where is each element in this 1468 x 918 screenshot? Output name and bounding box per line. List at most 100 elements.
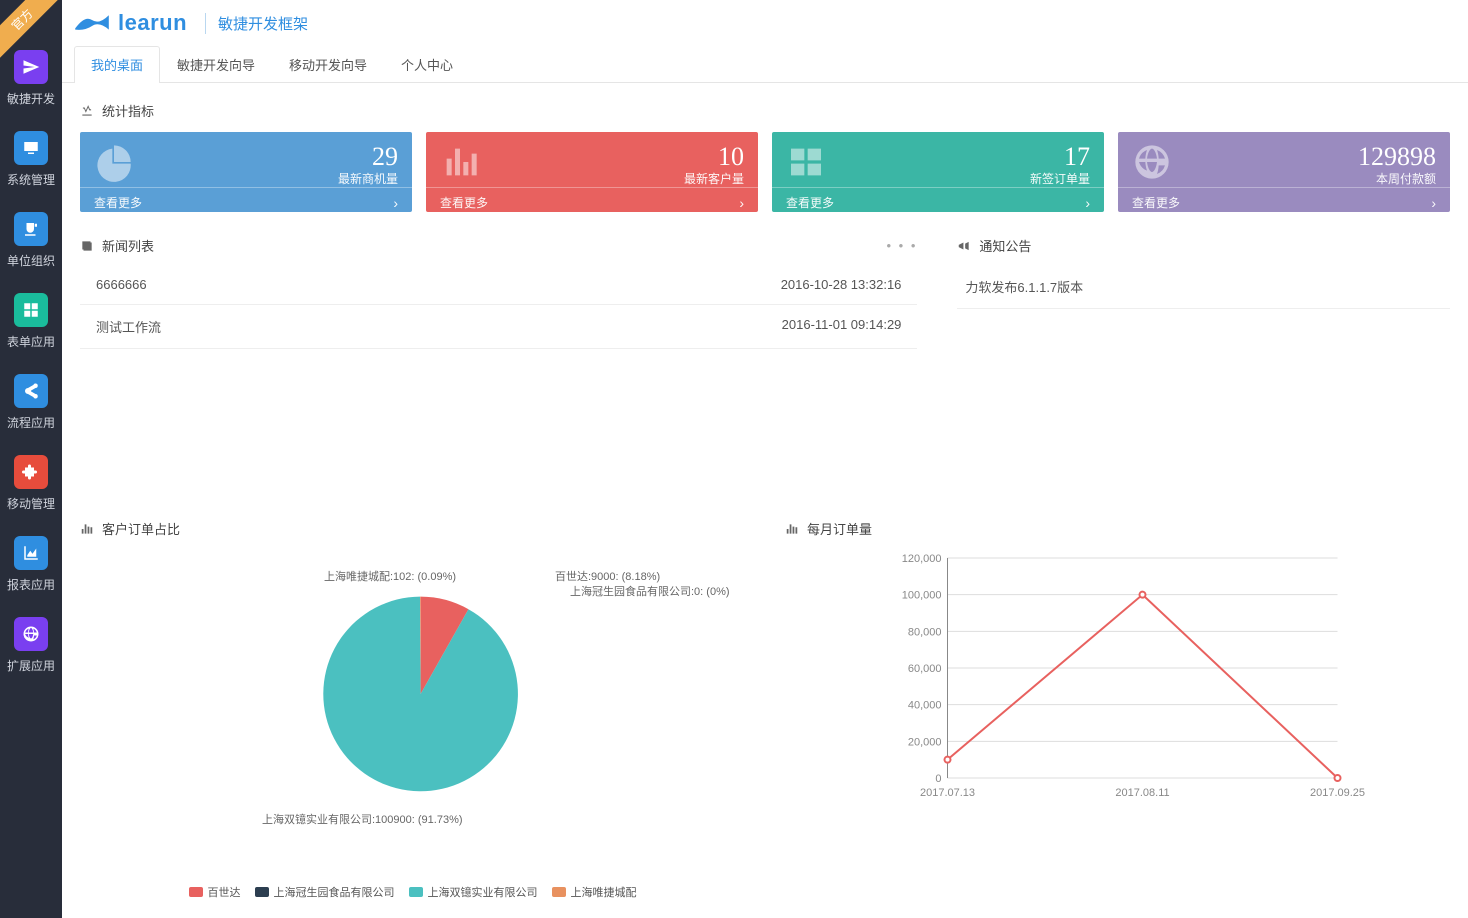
sidebar-item-4[interactable]: 流程应用: [0, 364, 62, 445]
line-chart: 0 20,000 40,000 60,000 80,000 100,000 120,000 2…: [785, 548, 1450, 878]
stat-value: 10: [684, 142, 744, 172]
line-point[interactable]: [1140, 592, 1146, 598]
brand-logo[interactable]: learun 敏捷开发框架: [74, 10, 308, 36]
stat-value: 29: [338, 142, 398, 172]
legend-item[interactable]: 上海唯捷城配: [552, 884, 637, 900]
svg-text:80,000: 80,000: [908, 626, 942, 638]
svg-text:2017.09.25: 2017.09.25: [1310, 787, 1365, 799]
stat-card-3[interactable]: 129898本周付款额查看更多›: [1118, 132, 1450, 212]
stat-more[interactable]: 查看更多›: [1118, 187, 1450, 219]
tab-2[interactable]: 移动开发向导: [272, 46, 384, 82]
stat-card-0[interactable]: 29最新商机量查看更多›: [80, 132, 412, 212]
brand-name: learun: [118, 10, 187, 36]
stat-more[interactable]: 查看更多›: [80, 187, 412, 219]
news-icon: [80, 239, 94, 253]
stats-title: 统计指标: [80, 101, 1450, 120]
sidebar-item-3[interactable]: 表单应用: [0, 283, 62, 364]
stat-label: 最新客户量: [684, 170, 744, 187]
line-point[interactable]: [1335, 775, 1341, 781]
stat-label: 新签订单量: [1030, 170, 1090, 187]
area-icon: [14, 536, 48, 570]
stat-more[interactable]: 查看更多›: [772, 187, 1104, 219]
svg-text:20,000: 20,000: [908, 736, 942, 748]
sidebar-item-2[interactable]: 单位组织: [0, 202, 62, 283]
pie-chart-section: 客户订单占比 百世达:9000: (8.18%)上海冠生园食品有限公司:0: (…: [80, 519, 745, 900]
stat-more[interactable]: 查看更多›: [426, 187, 758, 219]
pie-label: 百世达:9000: (8.18%): [555, 568, 660, 584]
bars-icon: [440, 142, 480, 185]
sidebar-item-7[interactable]: 扩展应用: [0, 607, 62, 688]
sidebar-item-label: 报表应用: [7, 576, 55, 593]
tab-0[interactable]: 我的桌面: [74, 46, 160, 83]
notice-title: 通知公告: [979, 236, 1031, 255]
sidebar-item-label: 流程应用: [7, 414, 55, 431]
pie-legend: 百世达上海冠生园食品有限公司上海双镱实业有限公司上海唯捷城配: [80, 884, 745, 900]
pie-icon: [94, 142, 134, 185]
news-item-title: 6666666: [96, 277, 147, 292]
legend-item[interactable]: 上海冠生园食品有限公司: [255, 884, 395, 900]
sidebar-item-0[interactable]: 敏捷开发: [0, 40, 62, 121]
stat-value: 17: [1030, 142, 1090, 172]
send-icon: [14, 50, 48, 84]
line-chart-section: 每月订单量 0 20,000 40,000 60,000 80,000 100,000 12…: [785, 519, 1450, 900]
pie-label: 上海冠生园食品有限公司:0: (0%): [570, 583, 730, 599]
svg-text:2017.07.13: 2017.07.13: [920, 787, 975, 799]
svg-text:120,000: 120,000: [902, 553, 942, 565]
stat-card-2[interactable]: 17新签订单量查看更多›: [772, 132, 1104, 212]
share-icon: [14, 374, 48, 408]
stat-label: 本周付款额: [1358, 170, 1436, 187]
news-list: 6666666 2016-10-28 13:32:16 测试工作流2016-11-0…: [80, 265, 917, 349]
news-title: 新闻列表: [102, 236, 154, 255]
pie-chart: 百世达:9000: (8.18%)上海冠生园食品有限公司:0: (0%)上海双镱…: [80, 548, 745, 878]
line-title: 每月订单量: [807, 519, 872, 538]
globe-icon: [1132, 142, 1172, 185]
monitor-icon: [14, 131, 48, 165]
sidebar-item-label: 移动管理: [7, 495, 55, 512]
stat-card-1[interactable]: 10最新客户量查看更多›: [426, 132, 758, 212]
brand-mark-icon: [74, 13, 110, 33]
svg-text:60,000: 60,000: [908, 663, 942, 675]
stat-cards: 29最新商机量查看更多›10最新客户量查看更多›17新签订单量查看更多›1298…: [80, 132, 1450, 212]
globe-icon: [14, 617, 48, 651]
line-point[interactable]: [945, 757, 951, 763]
sidebar-item-5[interactable]: 移动管理: [0, 445, 62, 526]
stat-label: 最新商机量: [338, 170, 398, 187]
pie-label: 上海唯捷城配:102: (0.09%): [324, 568, 456, 584]
pie-title: 客户订单占比: [102, 519, 180, 538]
main-area: learun 敏捷开发框架 我的桌面敏捷开发向导移动开发向导个人中心 统计指标 …: [62, 0, 1468, 918]
sidebar-item-label: 敏捷开发: [7, 90, 55, 107]
sidebar-item-6[interactable]: 报表应用: [0, 526, 62, 607]
news-item-time: 2016-10-28 13:32:16: [781, 277, 902, 292]
svg-text:0: 0: [935, 773, 941, 785]
stats-icon: [80, 104, 94, 118]
news-section: 新闻列表 • • • 6666666 2016-10-28 13:32:16 测试工…: [80, 236, 917, 349]
stat-value: 129898: [1358, 142, 1436, 172]
news-row[interactable]: 测试工作流2016-11-01 09:14:29: [80, 305, 917, 349]
sidebar: 敏捷开发系统管理单位组织表单应用流程应用移动管理报表应用扩展应用: [0, 0, 62, 918]
news-more-dots[interactable]: • • •: [887, 238, 918, 253]
line-series[interactable]: [948, 595, 1338, 778]
sidebar-item-1[interactable]: 系统管理: [0, 121, 62, 202]
sidebar-item-label: 表单应用: [7, 333, 55, 350]
sidebar-item-label: 扩展应用: [7, 657, 55, 674]
topbar: learun 敏捷开发框架: [62, 0, 1468, 36]
news-item-title: 测试工作流: [96, 317, 161, 336]
legend-item[interactable]: 百世达: [189, 884, 241, 900]
notice-list: 力软发布6.1.1.7版本: [957, 265, 1450, 309]
tab-1[interactable]: 敏捷开发向导: [160, 46, 272, 82]
puzzle-icon: [14, 455, 48, 489]
tabbar: 我的桌面敏捷开发向导移动开发向导个人中心: [62, 36, 1468, 83]
notice-section: 通知公告 力软发布6.1.1.7版本: [957, 236, 1450, 349]
line-title-icon: [785, 522, 799, 536]
svg-text:40,000: 40,000: [908, 700, 942, 712]
notice-icon: [957, 239, 971, 253]
news-row[interactable]: 6666666 2016-10-28 13:32:16: [80, 265, 917, 305]
grid-icon: [14, 293, 48, 327]
svg-text:2017.08.11: 2017.08.11: [1115, 787, 1169, 799]
brand-sub: 敏捷开发框架: [205, 13, 308, 34]
tab-3[interactable]: 个人中心: [384, 46, 470, 82]
legend-item[interactable]: 上海双镱实业有限公司: [409, 884, 538, 900]
sidebar-item-label: 单位组织: [7, 252, 55, 269]
notice-row[interactable]: 力软发布6.1.1.7版本: [957, 265, 1450, 309]
svg-text:100,000: 100,000: [902, 590, 942, 602]
